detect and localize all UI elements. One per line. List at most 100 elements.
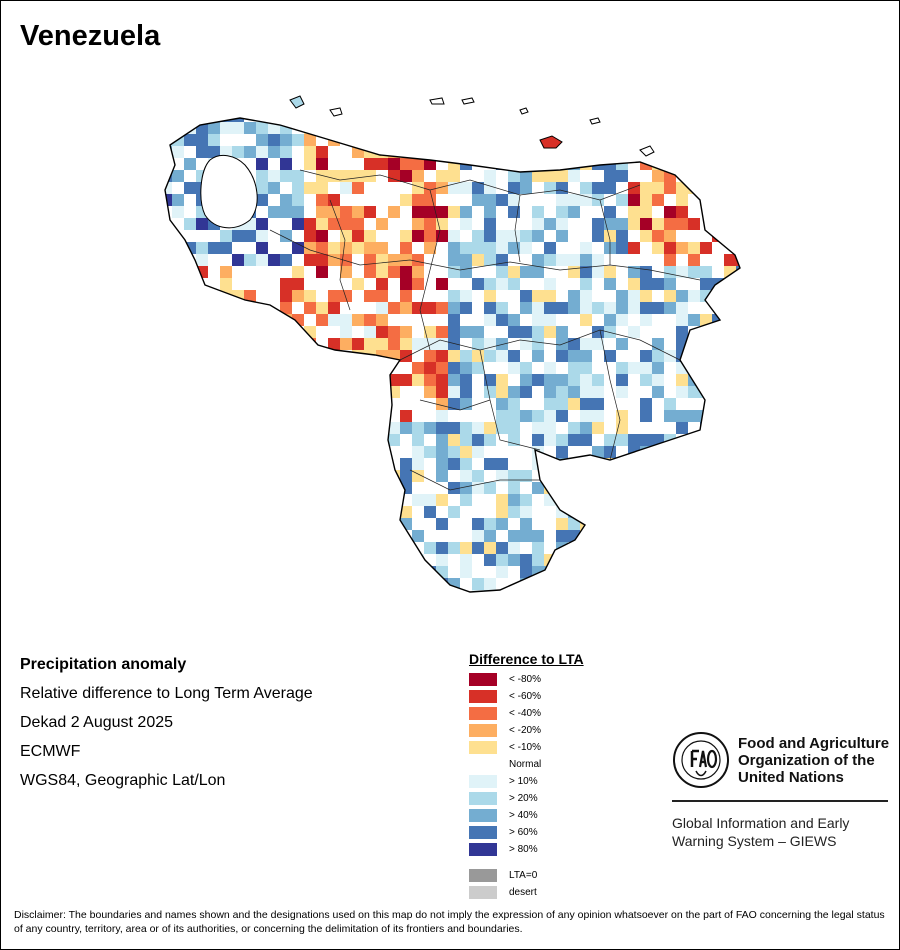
anomaly-cell <box>700 482 712 494</box>
anomaly-cell <box>196 446 208 458</box>
anomaly-cell <box>184 266 196 278</box>
anomaly-cell <box>460 182 472 194</box>
anomaly-cell <box>165 122 172 134</box>
anomaly-cell <box>652 554 664 566</box>
anomaly-cell <box>412 530 424 542</box>
anomaly-cell <box>472 422 484 434</box>
anomaly-cell <box>556 230 568 242</box>
anomaly-cell <box>664 254 676 266</box>
anomaly-cell <box>580 422 592 434</box>
anomaly-cell <box>304 386 316 398</box>
anomaly-cell <box>304 290 316 302</box>
anomaly-cell <box>364 266 376 278</box>
anomaly-cell <box>616 374 628 386</box>
anomaly-cell <box>640 410 652 422</box>
anomaly-cell <box>376 518 388 530</box>
anomaly-cell <box>165 494 172 506</box>
anomaly-cell <box>280 470 292 482</box>
anomaly-cell <box>400 338 412 350</box>
anomaly-cell <box>664 458 676 470</box>
anomaly-cell <box>448 434 460 446</box>
anomaly-cell <box>436 326 448 338</box>
anomaly-cell <box>736 566 740 578</box>
anomaly-cell <box>496 410 508 422</box>
anomaly-cell <box>280 146 292 158</box>
anomaly-cell <box>568 590 580 592</box>
anomaly-cell <box>688 314 700 326</box>
anomaly-cell <box>460 206 472 218</box>
anomaly-cell <box>328 410 340 422</box>
anomaly-cell <box>268 314 280 326</box>
anomaly-cell <box>664 446 676 458</box>
anomaly-cell <box>208 326 220 338</box>
anomaly-cell <box>592 494 604 506</box>
anomaly-cell <box>400 590 412 592</box>
anomaly-cell <box>628 458 640 470</box>
anomaly-cell <box>532 446 544 458</box>
anomaly-cell <box>736 182 740 194</box>
anomaly-cell <box>340 578 352 590</box>
anomaly-cell <box>184 482 196 494</box>
anomaly-cell <box>712 118 724 122</box>
anomaly-cell <box>532 122 544 134</box>
legend-swatch <box>469 775 497 788</box>
anomaly-cell <box>724 170 736 182</box>
anomaly-cell <box>736 422 740 434</box>
anomaly-cell <box>268 482 280 494</box>
anomaly-cell <box>508 530 520 542</box>
anomaly-cell <box>460 446 472 458</box>
anomaly-cell <box>568 398 580 410</box>
anomaly-cell <box>328 170 340 182</box>
anomaly-cell <box>436 458 448 470</box>
anomaly-cell <box>724 230 736 242</box>
anomaly-cell <box>292 566 304 578</box>
anomaly-cell <box>508 350 520 362</box>
anomaly-cell <box>436 590 448 592</box>
anomaly-cell <box>580 350 592 362</box>
anomaly-cell <box>640 134 652 146</box>
anomaly-cell <box>580 434 592 446</box>
lake-maracaibo <box>200 154 258 229</box>
anomaly-cell <box>556 410 568 422</box>
anomaly-cell <box>448 122 460 134</box>
anomaly-cell <box>244 578 256 590</box>
anomaly-cell <box>400 170 412 182</box>
anomaly-cell <box>460 494 472 506</box>
anomaly-cell <box>640 218 652 230</box>
anomaly-cell <box>208 242 220 254</box>
anomaly-cell <box>412 578 424 590</box>
anomaly-cell <box>520 566 532 578</box>
anomaly-cell <box>520 146 532 158</box>
anomaly-cell <box>712 182 724 194</box>
anomaly-cell <box>688 470 700 482</box>
anomaly-cell <box>280 350 292 362</box>
anomaly-cell <box>508 170 520 182</box>
anomaly-cell <box>676 242 688 254</box>
anomaly-cell <box>472 542 484 554</box>
anomaly-cell <box>508 194 520 206</box>
anomaly-cell <box>736 542 740 554</box>
anomaly-cell <box>448 314 460 326</box>
anomaly-cell <box>424 590 436 592</box>
anomaly-cell <box>652 122 664 134</box>
anomaly-cell <box>316 170 328 182</box>
anomaly-cell <box>520 266 532 278</box>
anomaly-cell <box>280 422 292 434</box>
anomaly-cell <box>496 350 508 362</box>
anomaly-cell <box>496 194 508 206</box>
anomaly-cell <box>165 302 172 314</box>
anomaly-cell <box>196 518 208 530</box>
anomaly-cell <box>328 194 340 206</box>
anomaly-cell <box>196 350 208 362</box>
anomaly-cell <box>532 290 544 302</box>
anomaly-cell <box>364 578 376 590</box>
anomaly-cell <box>532 230 544 242</box>
anomaly-cell <box>592 266 604 278</box>
anomaly-cell <box>592 374 604 386</box>
anomaly-cell <box>165 422 172 434</box>
anomaly-cell <box>508 146 520 158</box>
anomaly-cell <box>652 118 664 122</box>
anomaly-cell <box>556 374 568 386</box>
anomaly-cell <box>412 194 424 206</box>
anomaly-cell <box>568 194 580 206</box>
